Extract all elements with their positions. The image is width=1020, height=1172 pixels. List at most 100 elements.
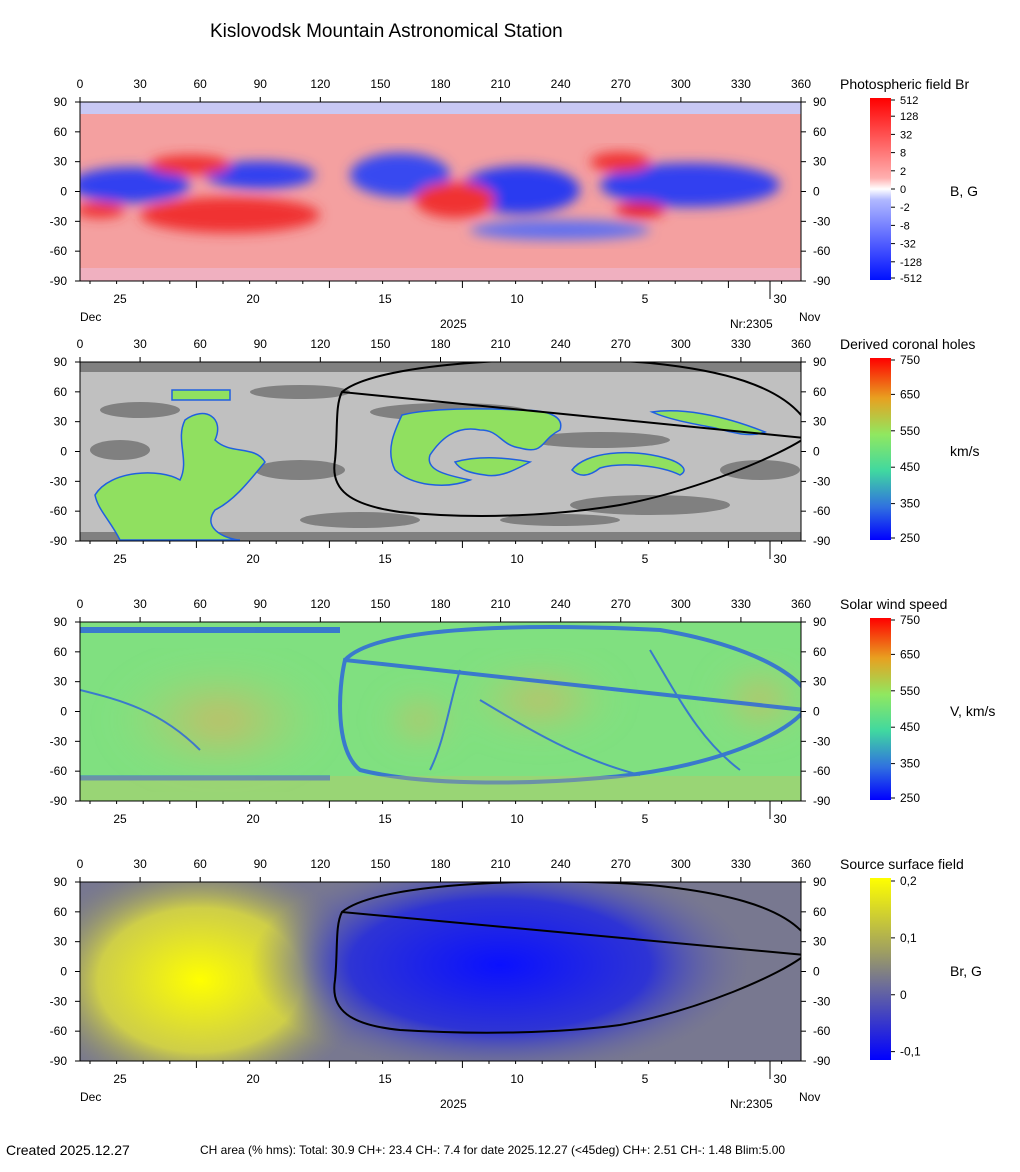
y-tick-label-right: 60	[813, 905, 827, 919]
date-tick-label: 15	[378, 552, 392, 566]
y-tick-label-right: -90	[813, 794, 831, 808]
x-tick-label: 90	[254, 77, 268, 91]
colorbar	[870, 98, 891, 280]
x-tick-label: 330	[731, 77, 751, 91]
x-tick-label: 240	[551, 857, 571, 871]
date-tick-label: 5	[642, 812, 649, 826]
x-tick-label: 360	[791, 597, 811, 611]
x-tick-label: 90	[254, 337, 268, 351]
date-tick-label: 10	[510, 1072, 524, 1086]
y-tick-label: -30	[50, 734, 68, 748]
y-tick-label-right: 0	[813, 965, 820, 979]
colorbar-unit: km/s	[950, 443, 980, 459]
y-tick-label: -90	[50, 534, 68, 548]
y-tick-label: 90	[54, 95, 68, 109]
y-tick-label: 30	[54, 935, 68, 949]
y-tick-label-right: 60	[813, 385, 827, 399]
y-tick-label-right: 0	[813, 185, 820, 199]
x-tick-label: 300	[671, 597, 691, 611]
date-tick-label: 20	[246, 292, 260, 306]
colorbar	[870, 618, 891, 800]
y-tick-label-right: -90	[813, 534, 831, 548]
colorbar-tick-label: 450	[900, 460, 920, 474]
y-tick-label-right: -30	[813, 994, 831, 1008]
colorbar-tick-label: -8	[900, 220, 910, 232]
x-tick-label: 270	[611, 77, 631, 91]
date-tick-label: 30	[773, 1072, 787, 1086]
y-tick-label-right: 60	[813, 645, 827, 659]
y-tick-label-right: -30	[813, 474, 831, 488]
colorbar-tick-label: 650	[900, 647, 920, 661]
y-tick-label-right: 0	[813, 705, 820, 719]
x-tick-label: 240	[551, 77, 571, 91]
colorbar-title: Solar wind speed	[840, 596, 947, 612]
y-tick-label-right: -60	[813, 244, 831, 258]
colorbar-tick-label: 350	[900, 497, 920, 511]
x-tick-label: 300	[671, 337, 691, 351]
y-tick-label-right: 30	[813, 415, 827, 429]
y-tick-label-right: 30	[813, 675, 827, 689]
coronal-holes-panel	[80, 362, 801, 541]
date-tick-label: 10	[510, 292, 524, 306]
y-tick-label: 0	[60, 185, 67, 199]
page-title: Kislovodsk Mountain Astronomical Station	[210, 21, 563, 42]
x-tick-label: 210	[491, 857, 511, 871]
year-label: 2025	[440, 317, 467, 331]
y-tick-label: 60	[54, 905, 68, 919]
year-label: 2025	[440, 1097, 467, 1111]
x-tick-label: 360	[791, 857, 811, 871]
colorbar-tick-label: 0	[900, 988, 907, 1002]
colorbar-tick-label: -2	[900, 202, 910, 214]
x-tick-label: 330	[731, 337, 751, 351]
colorbar-title: Photospheric field Br	[840, 76, 970, 92]
date-tick-label: 30	[773, 812, 787, 826]
date-tick-label: 20	[246, 1072, 260, 1086]
y-tick-label-right: 0	[813, 445, 820, 459]
y-tick-label: 30	[54, 415, 68, 429]
x-tick-label: 150	[370, 77, 390, 91]
colorbar-tick-label: -32	[900, 239, 916, 251]
x-tick-label: 360	[791, 77, 811, 91]
month-left-label: Dec	[80, 1090, 101, 1104]
colorbar-tick-label: 550	[900, 424, 920, 438]
y-tick-label-right: -90	[813, 1054, 831, 1068]
x-tick-label: 30	[133, 77, 147, 91]
x-tick-label: 0	[77, 597, 84, 611]
y-tick-label-right: 60	[813, 125, 827, 139]
y-tick-label: -60	[50, 1024, 68, 1038]
month-right-label: Nov	[799, 1090, 820, 1104]
x-tick-label: 30	[133, 857, 147, 871]
x-tick-label: 180	[430, 857, 450, 871]
date-tick-label: 5	[642, 292, 649, 306]
x-tick-label: 120	[310, 597, 330, 611]
y-tick-label-right: 30	[813, 935, 827, 949]
colorbar-tick-label: 0,2	[900, 874, 917, 888]
ch-neutral-line	[333, 362, 801, 517]
north-polar-band	[80, 102, 801, 114]
x-tick-label: 300	[671, 77, 691, 91]
source-neutral-line	[333, 882, 801, 1034]
x-tick-label: 180	[430, 337, 450, 351]
x-tick-label: 210	[491, 337, 511, 351]
colorbar-tick-label: 750	[900, 613, 920, 627]
y-tick-label-right: -30	[813, 214, 831, 228]
solar-wind-panel	[80, 622, 801, 801]
colorbar-tick-label: -128	[900, 257, 922, 269]
y-tick-label: 90	[54, 875, 68, 889]
x-tick-label: 60	[193, 77, 207, 91]
wind-slow-streams	[80, 625, 801, 785]
y-tick-label: 90	[54, 355, 68, 369]
y-tick-label: -90	[50, 1054, 68, 1068]
y-tick-label-right: 90	[813, 95, 827, 109]
x-tick-label: 150	[370, 597, 390, 611]
colorbar-tick-label: 250	[900, 791, 920, 805]
source-surface-panel	[80, 882, 801, 1061]
y-tick-label: -90	[50, 794, 68, 808]
colorbar-tick-label: 8	[900, 148, 906, 160]
south-polar-band	[80, 268, 801, 281]
date-tick-label: 25	[113, 812, 127, 826]
y-tick-label: -60	[50, 764, 68, 778]
x-tick-label: 90	[254, 857, 268, 871]
y-tick-label: 60	[54, 645, 68, 659]
colorbar	[870, 878, 891, 1060]
